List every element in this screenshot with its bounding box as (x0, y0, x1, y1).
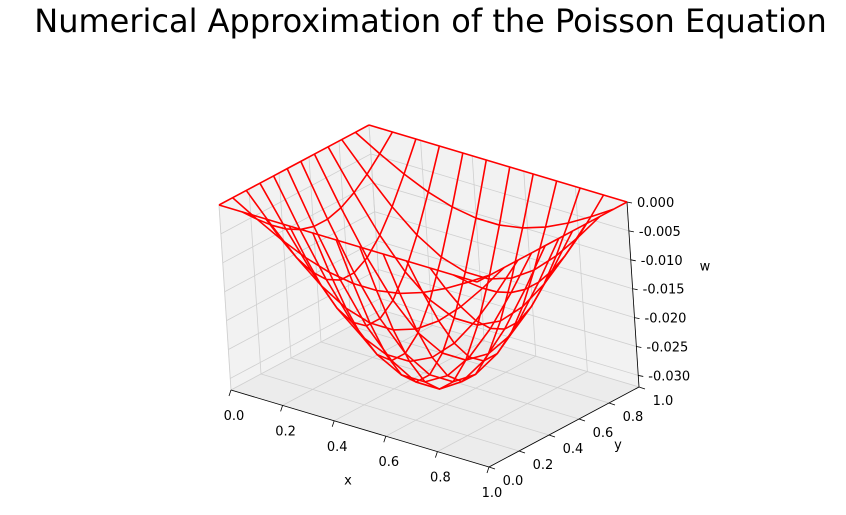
x-tick (331, 420, 335, 427)
z-tick-label: -0.010 (641, 254, 683, 269)
y-gridline (278, 172, 550, 436)
z-axis-label: w (700, 260, 711, 275)
x-tick-label: 1.0 (482, 486, 503, 501)
x-tick (383, 436, 387, 443)
y-tick (608, 402, 616, 406)
wireframe-line-x (405, 180, 558, 362)
wireframe-line-y (259, 182, 519, 363)
chart-title: Numerical Approximation of the Poisson E… (34, 2, 827, 40)
y-gridline (338, 140, 610, 404)
z-tick (630, 259, 636, 262)
y-tick-label: 0.6 (593, 426, 614, 441)
z-gridline (228, 269, 637, 350)
wireframe-surface (218, 124, 628, 390)
z-tick (634, 317, 640, 320)
y-gridline (368, 124, 640, 388)
wireframe-line-y (341, 139, 601, 280)
axis-labels: x y w (344, 260, 711, 489)
z-tick-label: -0.030 (648, 369, 690, 384)
x-tick-label: 0.2 (275, 424, 296, 439)
z-axis-line (626, 201, 640, 388)
x-tick (228, 389, 232, 397)
z-tick (626, 201, 633, 204)
y-tick-label: 0.4 (563, 442, 584, 457)
wireframe-line-x (382, 173, 534, 383)
y-gridline (248, 188, 520, 452)
y-tick-label: 0.0 (503, 474, 524, 489)
x-axis-line (230, 389, 490, 468)
y-tick-label: 1.0 (653, 394, 674, 409)
wireframe-line-y (313, 153, 574, 361)
wireframe-line-y (218, 204, 478, 283)
wireframe-line-x (358, 166, 511, 390)
y-tick (518, 450, 526, 454)
z-tick-label: -0.015 (643, 283, 685, 298)
z-tick (636, 346, 642, 348)
x-tick (280, 405, 283, 412)
y-axis-label: y (614, 438, 622, 453)
y-gridline (308, 156, 580, 420)
y-tick (638, 386, 646, 390)
wireframe-line-y (232, 197, 491, 295)
z-tick (638, 375, 644, 377)
x-tick-label: 0.0 (224, 409, 245, 424)
x-tick-label: 0.8 (430, 471, 451, 486)
y-tick-label: 0.8 (623, 410, 644, 425)
y-tick (578, 418, 586, 422)
y-tick (488, 466, 496, 470)
wireframe-line-x (218, 124, 370, 206)
wireframe-line-x (312, 152, 464, 362)
wireframe-line-y (300, 161, 560, 383)
x-tick (486, 466, 490, 474)
z-tick-label: -0.025 (646, 341, 688, 356)
z-tick-label: -0.020 (645, 312, 687, 327)
x-axis-label: x (344, 474, 352, 489)
z-tick (632, 288, 638, 291)
z-tick (628, 230, 634, 233)
wireframe-line-y (286, 168, 546, 390)
axis-panes (218, 124, 641, 468)
axis-ticks: 0.00.20.40.60.81.00.00.20.40.60.81.00.00… (224, 196, 691, 501)
wireframe-line-x (429, 187, 581, 330)
y-tick (548, 434, 556, 438)
y-axis-line (488, 386, 640, 468)
wireframe-line-y (327, 146, 587, 326)
x-tick (435, 451, 438, 458)
z-gridline (220, 153, 629, 235)
x-tick-label: 0.6 (378, 455, 399, 470)
wireframe-line-y (368, 124, 628, 203)
x-tick-label: 0.4 (327, 440, 348, 455)
wireframe-line-y (245, 189, 505, 331)
z-tick-label: -0.005 (639, 225, 681, 240)
z-tick-label: 0.000 (637, 196, 674, 211)
y-tick-label: 0.2 (533, 458, 554, 473)
wireframe-line-y (354, 131, 614, 229)
